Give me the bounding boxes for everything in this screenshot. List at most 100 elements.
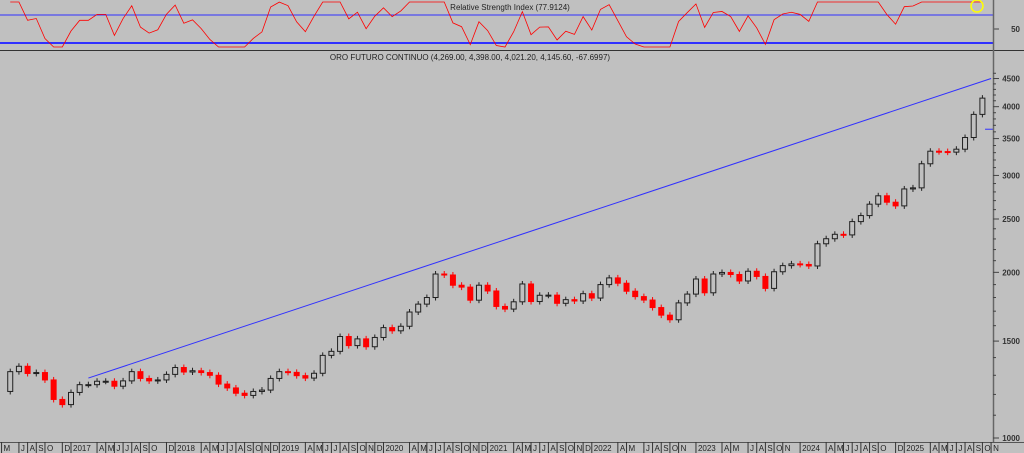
x-tick-label: J bbox=[950, 444, 954, 453]
x-tick-label: A bbox=[620, 444, 626, 453]
candle bbox=[562, 299, 569, 304]
candle bbox=[606, 277, 613, 286]
candle bbox=[128, 371, 135, 382]
x-tick-label: J bbox=[846, 444, 850, 453]
x-tick-label: A bbox=[238, 444, 244, 453]
candle bbox=[701, 278, 708, 294]
x-tick-label: A bbox=[446, 444, 452, 453]
candle bbox=[41, 372, 48, 381]
candle bbox=[927, 150, 934, 165]
candle bbox=[805, 263, 812, 267]
x-tick-label: A bbox=[550, 444, 556, 453]
candle bbox=[866, 203, 873, 217]
candle bbox=[909, 187, 916, 190]
candle bbox=[649, 299, 656, 309]
x-tick-label: M bbox=[420, 444, 427, 453]
candle bbox=[684, 293, 691, 304]
candle bbox=[692, 278, 699, 295]
candle bbox=[779, 265, 786, 273]
candle bbox=[120, 380, 127, 387]
candle bbox=[762, 275, 769, 289]
candle bbox=[597, 284, 604, 299]
x-tick-label: D bbox=[273, 444, 279, 453]
x-tick-label: 2024 bbox=[802, 444, 820, 453]
x-tick-label: D bbox=[64, 444, 70, 453]
x-tick-label: M bbox=[837, 444, 844, 453]
candle bbox=[267, 377, 274, 391]
x-tick-label: M bbox=[733, 444, 740, 453]
price-panel bbox=[7, 78, 993, 408]
candle bbox=[771, 271, 778, 289]
candle bbox=[875, 195, 882, 205]
candle bbox=[172, 367, 179, 375]
candle bbox=[371, 336, 378, 348]
candle bbox=[753, 270, 760, 277]
x-tick-label: N bbox=[576, 444, 582, 453]
candle bbox=[588, 293, 595, 299]
candle bbox=[493, 290, 500, 307]
x-tick-label: 2019 bbox=[281, 444, 299, 453]
candle bbox=[198, 370, 205, 374]
x-axis-ticks: M J A S O D 2017 A M J J A S O D 2018 A M J J A S O N D 2019 A M J J A… bbox=[1, 442, 999, 453]
x-tick-label: S bbox=[247, 444, 252, 453]
x-tick-label: D bbox=[481, 444, 487, 453]
x-tick-label: O bbox=[151, 444, 157, 453]
x-tick-label: M bbox=[4, 444, 11, 453]
candle bbox=[423, 297, 430, 305]
candle bbox=[449, 274, 456, 286]
candle bbox=[484, 284, 491, 292]
x-tick-label: M bbox=[212, 444, 219, 453]
x-tick-label: N bbox=[264, 444, 270, 453]
rsi-y-tick-label: 50 bbox=[1011, 25, 1020, 34]
candle bbox=[640, 296, 647, 301]
x-tick-label: M bbox=[524, 444, 531, 453]
x-tick-label: N bbox=[681, 444, 687, 453]
candle bbox=[311, 372, 318, 379]
candle bbox=[797, 263, 804, 266]
candle bbox=[180, 367, 187, 373]
x-tick-label: J bbox=[229, 444, 233, 453]
y-tick-label: 1000 bbox=[1002, 434, 1020, 443]
x-tick-label: 2020 bbox=[385, 444, 403, 453]
x-tick-label: M bbox=[316, 444, 323, 453]
candle bbox=[831, 233, 838, 240]
x-tick-label: J bbox=[221, 444, 225, 453]
x-tick-label: J bbox=[21, 444, 25, 453]
x-tick-label: A bbox=[655, 444, 661, 453]
candle bbox=[250, 390, 257, 396]
candle bbox=[614, 277, 621, 284]
candle bbox=[953, 148, 960, 153]
candle bbox=[571, 299, 578, 302]
x-tick-label: A bbox=[203, 444, 209, 453]
candle bbox=[554, 294, 561, 304]
candle bbox=[380, 327, 387, 338]
candle bbox=[258, 389, 265, 392]
x-tick-label: O bbox=[568, 444, 574, 453]
candle bbox=[536, 294, 543, 303]
candle bbox=[302, 375, 309, 379]
candle bbox=[389, 327, 396, 332]
x-tick-label: A bbox=[134, 444, 140, 453]
candle bbox=[7, 371, 14, 392]
candle bbox=[102, 380, 109, 383]
candle bbox=[432, 273, 439, 299]
candle bbox=[849, 221, 856, 236]
candle bbox=[215, 374, 222, 385]
candle bbox=[814, 243, 821, 267]
candle bbox=[979, 97, 986, 115]
x-tick-label: S bbox=[351, 444, 356, 453]
y-tick-label: 3000 bbox=[1002, 171, 1020, 180]
candle bbox=[745, 270, 752, 282]
x-tick-label: 2025 bbox=[906, 444, 924, 453]
candle bbox=[397, 325, 404, 332]
price-title: ORO FUTURO CONTINUO (4,269.00, 4,398.00,… bbox=[330, 53, 610, 62]
x-tick-label: J bbox=[646, 444, 650, 453]
x-tick-label: J bbox=[429, 444, 433, 453]
x-tick-label: A bbox=[863, 444, 869, 453]
candle bbox=[467, 286, 474, 301]
candle bbox=[788, 263, 795, 267]
candle bbox=[276, 371, 283, 379]
x-tick-label: N bbox=[368, 444, 374, 453]
candle bbox=[719, 271, 725, 275]
